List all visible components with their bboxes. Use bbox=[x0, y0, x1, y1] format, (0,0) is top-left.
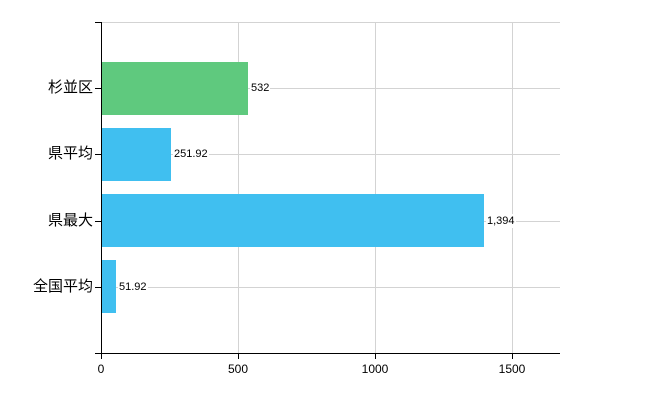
x-axis-tick-1500 bbox=[512, 353, 513, 359]
gridline-vertical-500 bbox=[238, 22, 239, 353]
x-axis-tick-label-1500: 1500 bbox=[498, 362, 526, 376]
y-axis-tick-0 bbox=[95, 353, 101, 354]
x-axis-tick-label-0: 0 bbox=[97, 362, 105, 376]
bar-zenkoku-heikin bbox=[102, 260, 116, 313]
value-label-ken-saidai: 1,394 bbox=[486, 214, 516, 228]
x-axis-tick-0 bbox=[101, 353, 102, 359]
gridline-horizontal-ken-heikin bbox=[101, 154, 560, 155]
y-axis-line bbox=[101, 22, 102, 354]
category-label-ken-saidai: 県最大 bbox=[47, 212, 93, 229]
gridline-horizontal-suginami-ku bbox=[101, 88, 560, 89]
category-label-suginami-ku: 杉並区 bbox=[47, 79, 93, 96]
bar-suginami-ku bbox=[102, 62, 248, 115]
y-axis-tick-1 bbox=[95, 287, 101, 288]
value-label-zenkoku-heikin: 51.92 bbox=[118, 280, 148, 294]
category-label-zenkoku-heikin: 全国平均 bbox=[32, 278, 93, 295]
bar-ken-heikin bbox=[102, 128, 171, 181]
x-axis-tick-500 bbox=[238, 353, 239, 359]
x-axis-tick-label-500: 500 bbox=[227, 362, 249, 376]
bar-ken-saidai bbox=[102, 194, 484, 247]
gridline-horizontal-zenkoku-heikin bbox=[101, 287, 560, 288]
value-label-suginami-ku: 532 bbox=[250, 81, 271, 95]
y-axis-tick-3 bbox=[95, 154, 101, 155]
y-axis-tick-2 bbox=[95, 221, 101, 222]
gridline-vertical-1500 bbox=[512, 22, 513, 353]
x-axis-tick-label-1000: 1000 bbox=[361, 362, 389, 376]
x-axis-tick-1000 bbox=[375, 353, 376, 359]
y-axis-tick-4 bbox=[95, 88, 101, 89]
x-axis-line bbox=[95, 353, 560, 354]
value-label-ken-heikin: 251.92 bbox=[173, 147, 209, 161]
gridline-vertical-1000 bbox=[375, 22, 376, 353]
category-label-ken-heikin: 県平均 bbox=[47, 145, 93, 162]
gridline-horizontal-top bbox=[101, 22, 560, 23]
y-axis-tick-5 bbox=[95, 22, 101, 23]
